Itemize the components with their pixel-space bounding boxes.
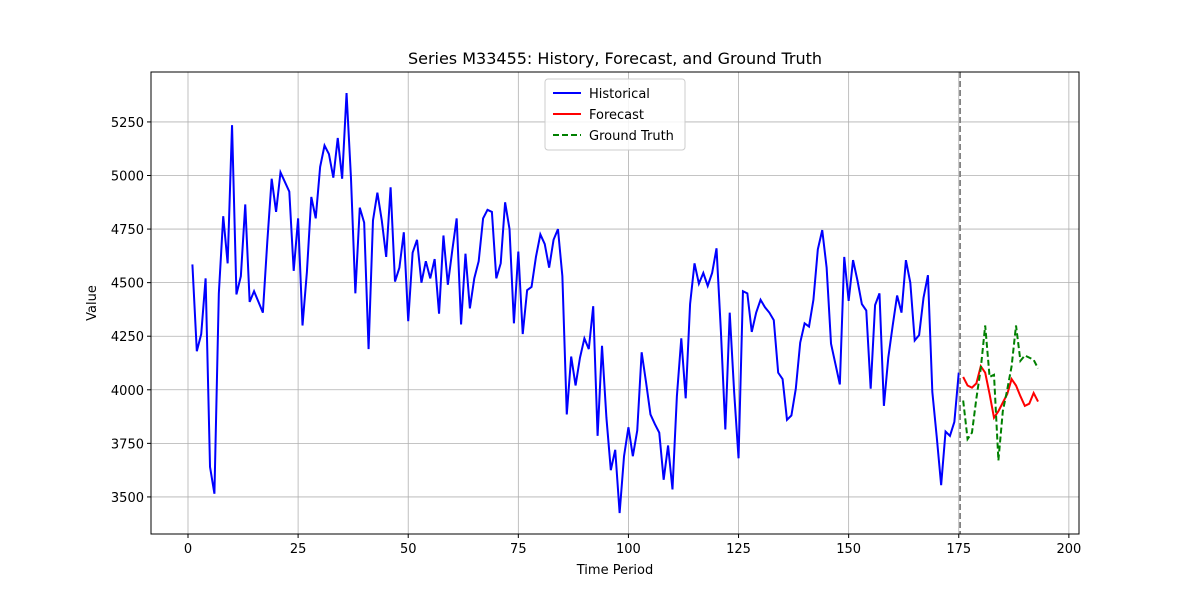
y-tick-label: 4750: [111, 223, 144, 238]
x-tick-label: 0: [184, 542, 192, 557]
legend: Historical Forecast Ground Truth: [544, 78, 686, 151]
legend-label: Forecast: [589, 108, 644, 123]
x-tick-label: 150: [836, 542, 861, 557]
y-tick-label: 4250: [111, 330, 144, 345]
y-tick-label: 4500: [111, 277, 144, 292]
series-line: [962, 325, 1039, 461]
y-tick-label: 5250: [111, 116, 144, 131]
y-tick-label: 5000: [111, 170, 144, 185]
x-tick-label: 175: [946, 542, 971, 557]
x-tick-label: 75: [510, 542, 527, 557]
y-tick-label: 4000: [111, 384, 144, 399]
legend-label: Ground Truth: [589, 129, 674, 144]
x-axis-label: Time Period: [576, 563, 653, 578]
y-axis-label: Value: [85, 285, 100, 321]
legend-box: [544, 78, 686, 151]
x-tick-label: 25: [290, 542, 307, 557]
series-line: [191, 92, 960, 514]
x-tick-label: 50: [400, 542, 417, 557]
x-tick-label: 100: [616, 542, 641, 557]
y-tick-label: 3500: [111, 491, 144, 506]
y-tick-label: 3750: [111, 437, 144, 452]
series-line: [962, 363, 1039, 421]
legend-label: Historical: [589, 87, 650, 102]
plot-frame: [150, 71, 1080, 535]
x-tick-label: 125: [726, 542, 751, 557]
x-tick-label: 200: [1056, 542, 1081, 557]
chart-title: Series M33455: History, Forecast, and Gr…: [408, 49, 822, 68]
